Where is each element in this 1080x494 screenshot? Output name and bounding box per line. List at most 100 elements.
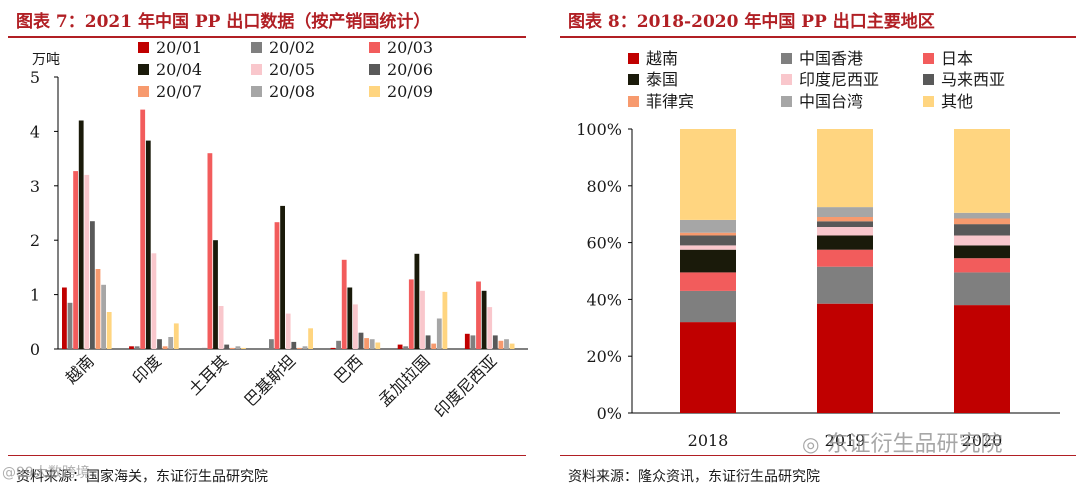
left-bar xyxy=(280,205,285,349)
left-bar xyxy=(353,304,358,349)
left-y-tick-label: 4 xyxy=(30,122,40,141)
right-stack-segment xyxy=(817,303,873,413)
right-legend-swatch xyxy=(628,74,639,85)
right-stacked-chart: 0% 20% 40% 60% 80% 100% 2018 2019 2020 越南 中国香港 日本泰国… xyxy=(576,49,1060,450)
right-title-rule xyxy=(560,36,1076,38)
left-bar xyxy=(442,291,448,349)
right-stack-segment xyxy=(954,235,1010,246)
left-legend-swatch xyxy=(369,64,380,75)
left-bar xyxy=(134,346,140,349)
left-legend-label: 20/09 xyxy=(387,82,433,101)
left-bar xyxy=(476,281,481,349)
right-legend-swatch xyxy=(923,74,934,85)
left-bar xyxy=(414,253,420,349)
right-chart-title: 图表 8：2018-2020 年中国 PP 出口主要地区 xyxy=(568,12,935,32)
right-legend-label: 菲律宾 xyxy=(646,92,694,111)
right-legend-label: 泰国 xyxy=(646,70,678,89)
right-stack-segment xyxy=(954,224,1010,236)
left-y-tick-label: 5 xyxy=(30,68,40,87)
left-bar xyxy=(487,307,493,349)
right-y-tick-label: 100% xyxy=(576,120,622,139)
right-bottom-rule xyxy=(560,455,1076,456)
right-stack-segment xyxy=(954,129,1010,213)
left-bar xyxy=(420,290,425,349)
left-bar xyxy=(201,347,207,349)
left-bar xyxy=(341,259,347,349)
left-legend-label: 20/07 xyxy=(156,82,202,101)
left-bar xyxy=(269,339,274,349)
left-bar xyxy=(302,346,308,349)
right-legend-swatch xyxy=(628,96,639,107)
right-legend-swatch xyxy=(923,96,934,107)
left-bar xyxy=(173,323,179,349)
right-stack-segment xyxy=(680,322,736,413)
left-bar xyxy=(129,346,134,349)
right-category-label: 2018 xyxy=(688,431,729,450)
right-stack-segment xyxy=(954,305,1010,413)
right-legend-swatch xyxy=(781,96,792,107)
left-y-tick-label: 2 xyxy=(30,231,40,250)
brand-watermark-text: 东证衍生品研究院 xyxy=(826,432,1003,457)
left-legend-swatch xyxy=(138,42,149,53)
left-bar xyxy=(229,347,235,349)
right-stack-segment xyxy=(817,266,873,304)
right-stack-segment xyxy=(954,272,1010,306)
left-bar xyxy=(364,338,369,349)
left-bar xyxy=(336,340,341,349)
left-bar xyxy=(213,240,218,349)
right-legend-label: 其他 xyxy=(941,92,973,111)
right-stack-segment xyxy=(680,235,736,246)
left-legend-label: 20/05 xyxy=(269,60,315,79)
right-stack-segment xyxy=(817,227,873,236)
left-bar xyxy=(95,269,101,349)
left-category-label: 印度 xyxy=(129,351,165,387)
left-legend-swatch xyxy=(138,64,149,75)
right-stack-segment xyxy=(680,272,736,291)
left-bar xyxy=(358,332,364,349)
left-category-label: 印度尼西亚 xyxy=(431,351,501,421)
right-legend-label: 日本 xyxy=(941,49,973,68)
left-legend-label: 20/01 xyxy=(156,38,202,57)
right-stack-segment xyxy=(817,217,873,222)
left-bar xyxy=(241,347,246,349)
left-bar xyxy=(151,253,157,349)
left-bar xyxy=(162,346,168,349)
left-bar xyxy=(481,290,487,349)
right-stack-segment xyxy=(680,219,736,233)
left-legend-label: 20/02 xyxy=(269,38,315,57)
left-bar xyxy=(431,343,437,349)
left-bottom-rule xyxy=(8,455,526,456)
left-bar xyxy=(106,312,112,349)
left-bar xyxy=(235,346,241,349)
right-legend-label: 马来西亚 xyxy=(941,70,1005,89)
left-bar xyxy=(375,342,381,349)
right-stack-segment xyxy=(817,129,873,208)
left-category-label: 巴基斯坦 xyxy=(240,351,299,410)
right-stack-segment xyxy=(817,249,873,267)
left-bar xyxy=(291,341,297,349)
right-stack-segment xyxy=(680,290,736,323)
right-stack-segment xyxy=(954,258,1010,273)
left-bar xyxy=(218,306,224,349)
right-legend-label: 印度尼西亚 xyxy=(799,70,879,89)
left-bar xyxy=(84,174,90,349)
left-bar xyxy=(403,346,409,349)
left-source-note: 资料来源：国家海关，东证衍生品研究院 xyxy=(16,469,268,485)
left-bar xyxy=(330,347,336,349)
left-bar xyxy=(369,339,375,349)
left-bar xyxy=(168,337,174,349)
right-category-label: 2020 xyxy=(962,431,1003,450)
left-bar xyxy=(73,171,78,349)
left-legend-label: 20/06 xyxy=(387,60,433,79)
right-stack-segment xyxy=(954,212,1010,219)
left-bar xyxy=(62,287,67,349)
right-stack-segment xyxy=(680,245,736,250)
left-bar xyxy=(509,343,515,349)
right-legend-label: 中国香港 xyxy=(799,49,863,68)
right-y-tick-label: 80% xyxy=(586,177,622,196)
left-bar xyxy=(157,339,162,349)
left-legend-swatch xyxy=(251,86,262,97)
right-stack-segment xyxy=(954,218,1010,225)
left-bar xyxy=(408,279,414,349)
right-legend-label: 中国台湾 xyxy=(799,92,863,111)
